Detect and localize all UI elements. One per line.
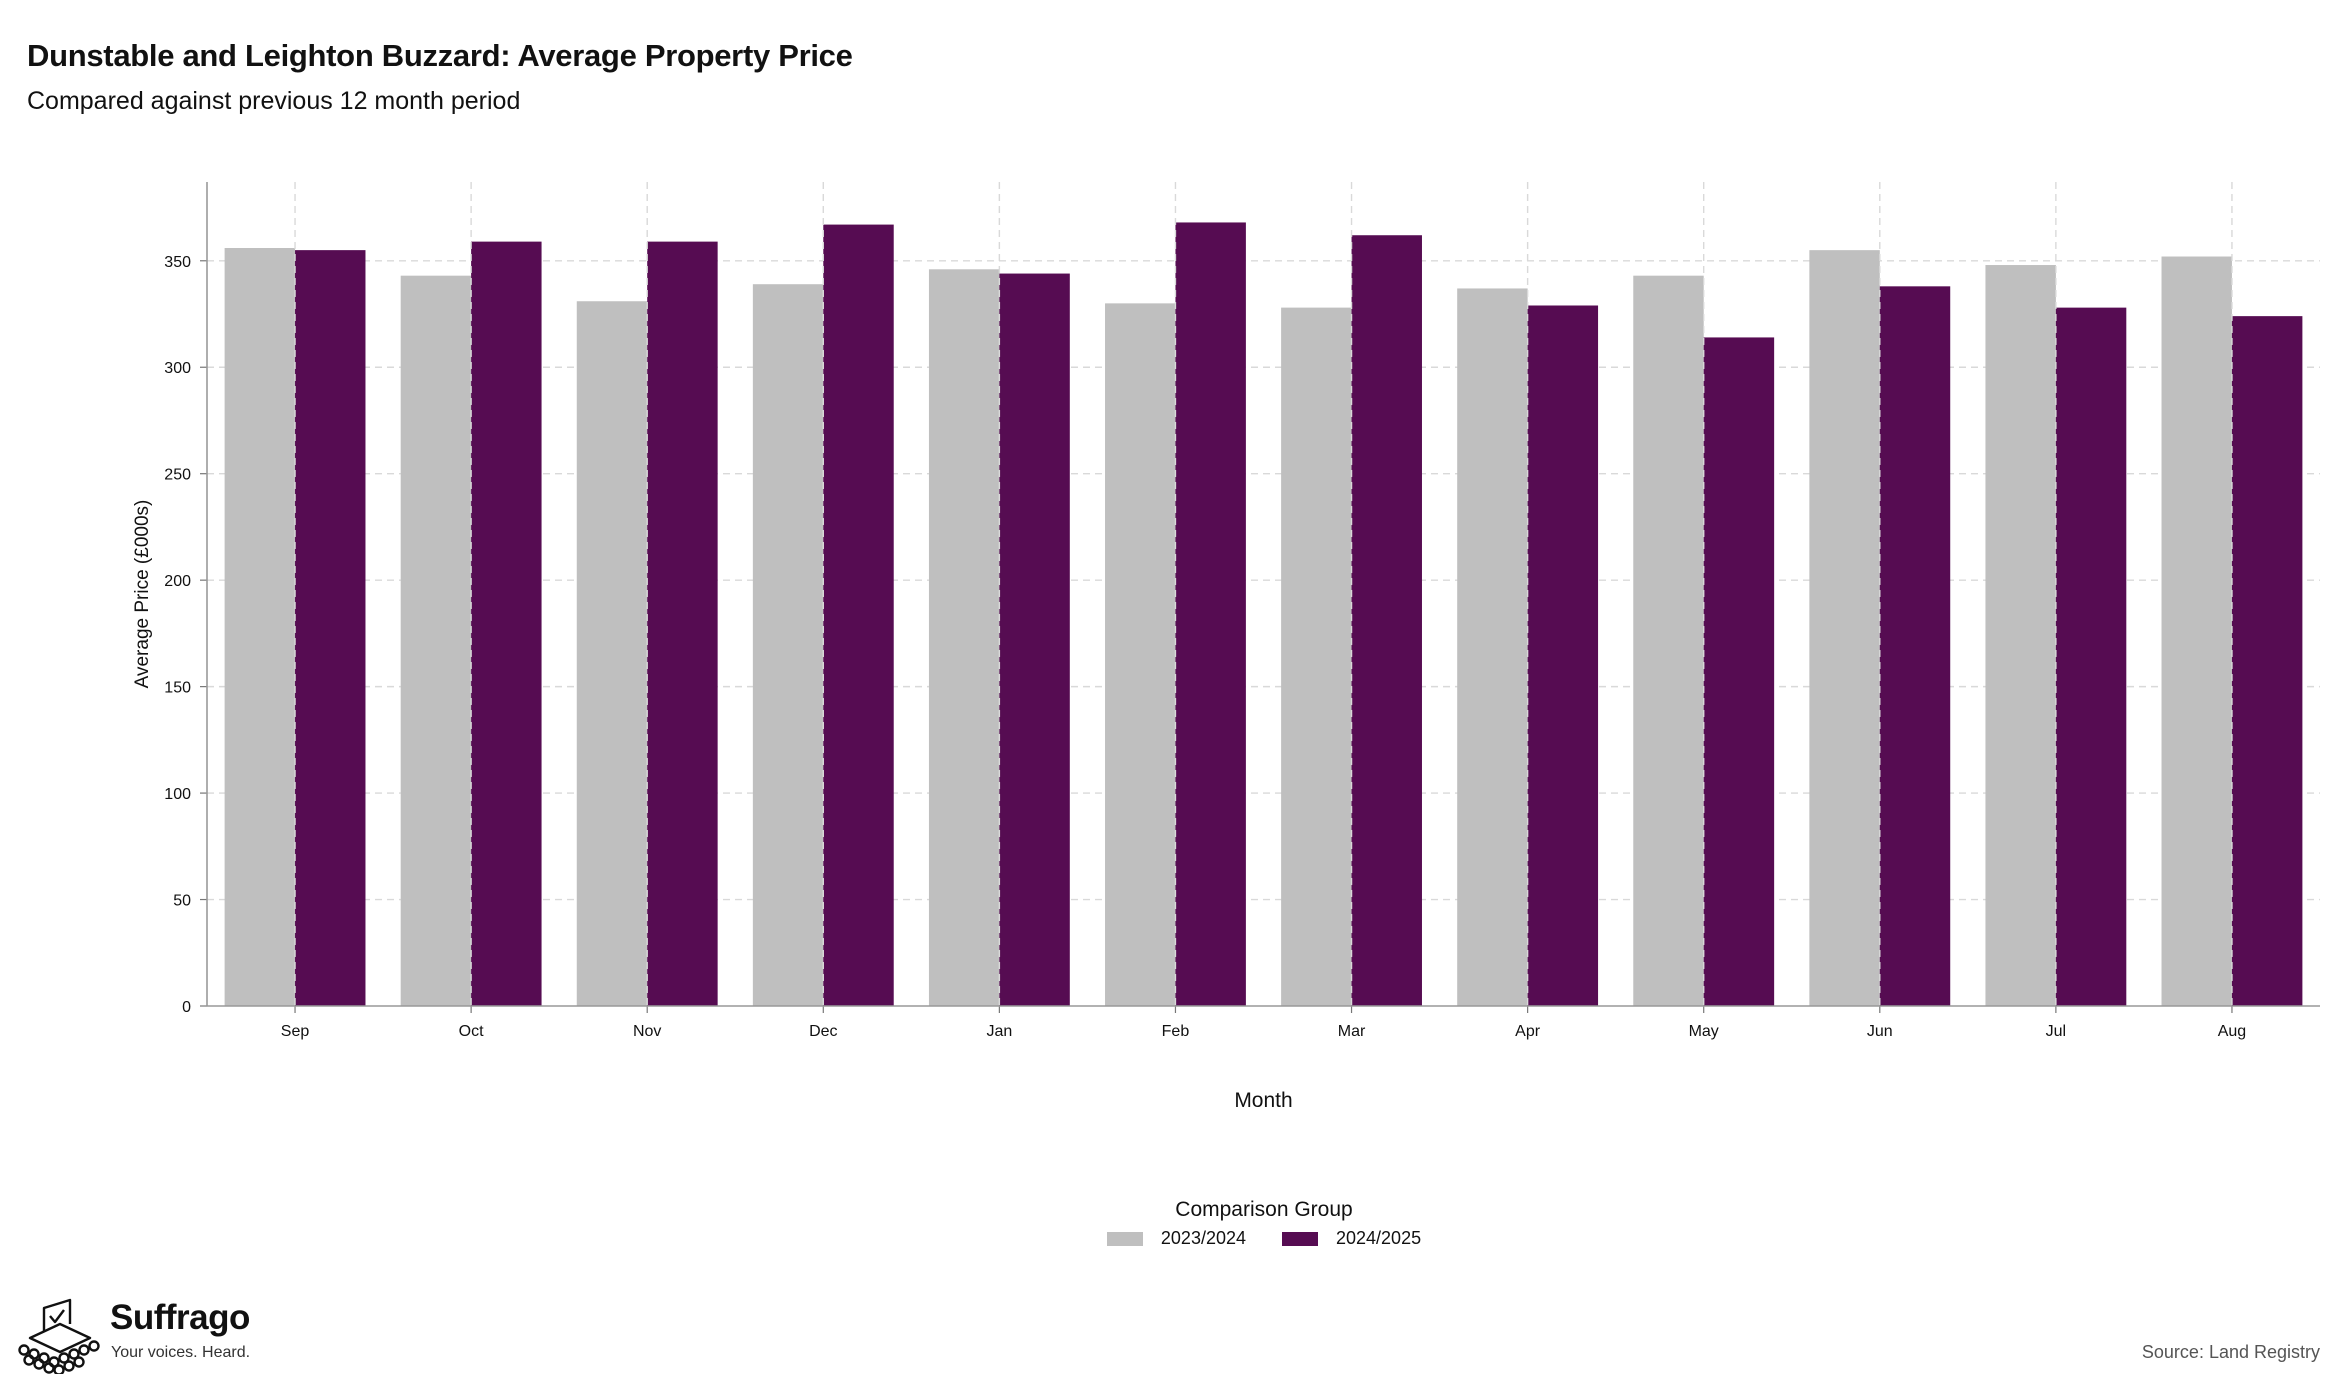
legend-items: 2023/2024 2024/2025 [0, 1228, 2334, 1249]
y-tick-label: 100 [164, 786, 191, 803]
bar-nov-series-1 [647, 241, 718, 1007]
y-axis-title: Average Price (£000s) [132, 500, 153, 689]
y-tick-label: 250 [164, 467, 191, 484]
bar-feb-series-1 [1175, 222, 1246, 1006]
bar-oct-series-1 [471, 241, 542, 1007]
y-tick-label: 150 [164, 680, 191, 697]
y-tick-label: 50 [173, 893, 191, 910]
x-tick-label: Dec [809, 1023, 837, 1040]
legend-item-2024-2025: 2024/2025 [1282, 1228, 1421, 1249]
x-tick-label: Apr [1515, 1023, 1541, 1040]
legend-swatch [1282, 1231, 1318, 1246]
chart-subtitle: Compared against previous 12 month perio… [27, 87, 521, 115]
bar-sep-series-1 [295, 250, 366, 1006]
bar-aug-series-0 [2161, 256, 2232, 1006]
bar-jun-series-0 [1809, 250, 1880, 1006]
x-tick-label: May [1689, 1023, 1719, 1040]
y-tick-label: 350 [164, 254, 191, 271]
x-axis-title: Month [1234, 1089, 1292, 1112]
bar-chart: 0 50 100 150 200 250 300 350 Sep Oct Nov Dec Jan Feb M… [132, 182, 2320, 1112]
bar-nov-series-0 [576, 301, 648, 1007]
bar-dec-series-0 [752, 284, 824, 1006]
y-tick-label: 200 [164, 573, 191, 590]
bar-aug-series-1 [2231, 316, 2303, 1006]
legend-title: Comparison Group [1175, 1198, 1353, 1221]
bar-mar-series-0 [1281, 307, 1352, 1006]
bar-jul-series-0 [1985, 265, 2056, 1006]
chart-title: Dunstable and Leighton Buzzard: Average … [27, 38, 853, 73]
brand-tagline: Your voices. Heard. [111, 1344, 251, 1361]
bar-jul-series-1 [2055, 307, 2127, 1006]
y-tick-label: 0 [182, 999, 191, 1016]
bar-dec-series-1 [823, 224, 894, 1006]
y-tick-label: 300 [164, 360, 191, 377]
legend-swatch [1106, 1231, 1143, 1246]
ballot-box-crowd-icon [18, 1298, 100, 1374]
x-tick-label: Jan [986, 1023, 1012, 1040]
legend-item-2023-2024: 2023/2024 [1106, 1228, 1246, 1249]
x-tick-label: Nov [633, 1023, 661, 1040]
x-tick-label: Feb [1162, 1023, 1190, 1040]
bar-apr-series-1 [1527, 305, 1599, 1006]
bar-jan-series-1 [999, 273, 1070, 1006]
source-note: Source: Land Registry [2141, 1342, 2320, 1362]
x-tick-label: Oct [459, 1023, 484, 1040]
bar-sep-series-0 [224, 248, 296, 1006]
brand-name: Suffrago [110, 1298, 250, 1337]
x-tick-label: Aug [2218, 1023, 2246, 1040]
bar-mar-series-1 [1351, 235, 1422, 1006]
bar-jun-series-1 [1879, 286, 1951, 1006]
x-tick-label: Jun [1867, 1023, 1893, 1040]
bar-feb-series-0 [1105, 303, 1176, 1006]
bar-jan-series-0 [928, 269, 1000, 1007]
bar-may-series-0 [1633, 275, 1704, 1006]
bar-oct-series-0 [400, 275, 472, 1006]
x-tick-label: Jul [2046, 1023, 2066, 1040]
legend: Comparison Group 2023/2024 2024/2025 [0, 1198, 2334, 1249]
legend-label: 2024/2025 [1336, 1228, 1422, 1248]
legend-label: 2023/2024 [1160, 1228, 1246, 1248]
bar-apr-series-0 [1457, 288, 1528, 1006]
x-tick-label: Mar [1338, 1023, 1366, 1040]
x-tick-label: Sep [281, 1023, 310, 1040]
bar-may-series-1 [1703, 337, 1775, 1006]
